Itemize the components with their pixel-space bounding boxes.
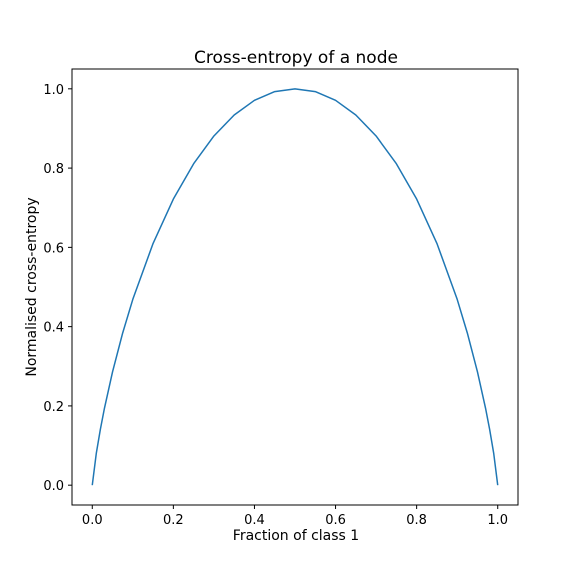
x-tick-label: 0.0 (82, 513, 103, 528)
plot-area (91, 88, 499, 486)
x-tick-label: 0.6 (325, 513, 346, 528)
x-tick-label: 0.4 (244, 513, 265, 528)
y-tick-label: 0.2 (43, 400, 64, 415)
chart-title: Cross-entropy of a node (194, 48, 398, 68)
y-tick-label: 0.4 (43, 321, 64, 336)
y-axis: 0.0 0.2 0.4 0.6 0.8 1.0 (43, 83, 72, 494)
x-axis-label: Fraction of class 1 (233, 528, 359, 544)
x-tick-label: 0.8 (406, 513, 427, 528)
y-tick-label: 0.0 (43, 479, 64, 494)
y-axis-label: Normalised cross-entropy (24, 197, 40, 376)
plot-frame (71, 68, 519, 506)
series-line-0 (91, 88, 499, 486)
x-axis: 0.0 0.2 0.4 0.6 0.8 1.0 (82, 505, 508, 528)
y-tick-label: 1.0 (43, 83, 64, 98)
x-tick-label: 0.2 (163, 513, 184, 528)
y-tick-label: 0.6 (43, 241, 64, 256)
y-tick-label: 0.8 (43, 162, 64, 177)
x-tick-label: 1.0 (487, 513, 508, 528)
